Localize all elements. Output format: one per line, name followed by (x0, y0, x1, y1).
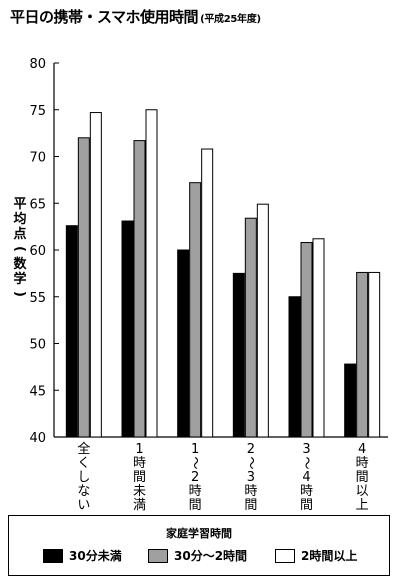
legend-title: 家庭学習時間 (166, 527, 232, 540)
chart-title: 平日の携帯・スマホ使用時間 (10, 8, 199, 26)
bar-under-30min (288, 296, 301, 438)
y-tick-label: 65 (29, 197, 46, 212)
x-tick-label-char: 1 (191, 442, 199, 457)
bar-over-2h (312, 238, 325, 438)
y-axis-label: 平均点 ( 数学) (12, 197, 27, 297)
legend-swatch-30min-to-2h (148, 548, 168, 563)
x-tick-label: 2〜3時間 (243, 442, 258, 512)
x-tick-label-char: 時 (356, 456, 369, 471)
bar-under-30min (121, 220, 134, 438)
x-tick-label-char: 3 (302, 442, 310, 457)
legend-label-over-2h: 2時間以上 (301, 549, 358, 563)
x-tick-label-char: 2 (247, 442, 255, 457)
x-tick-label-char: 〜 (243, 456, 258, 469)
bar-under-30min (232, 272, 245, 438)
y-tick-label: 70 (29, 151, 46, 166)
x-tick-label-char: 2 (191, 470, 199, 485)
legend-label-30min-to-2h: 30分〜2時間 (174, 549, 248, 563)
x-tick-label-char: 時 (133, 456, 146, 471)
bar-30min-to-2h (244, 217, 257, 438)
legend-item-30min-to-2h: 30分〜2時間 (148, 547, 247, 564)
y-tick-label: 45 (29, 384, 46, 399)
y-tick-label: 80 (29, 57, 46, 72)
x-tick-label-char: 間 (133, 470, 146, 485)
bar-over-2h (368, 271, 381, 438)
legend: 家庭学習時間 30分未満 30分〜2時間 2時間以上 (8, 515, 390, 576)
bar-30min-to-2h (133, 140, 146, 438)
y-axis-label-char: ( (12, 246, 27, 252)
x-tick-label-char: 時 (244, 484, 257, 499)
x-tick-label-char: 3 (247, 470, 255, 485)
x-tick-label-char: 間 (244, 498, 257, 512)
x-tick-label-char: 4 (302, 470, 310, 485)
x-tick-label-char: 上 (356, 498, 369, 512)
y-tick-label: 60 (29, 244, 46, 259)
y-axis-label-char: 平 (13, 197, 26, 212)
legend-item-over-2h: 2時間以上 (275, 547, 357, 564)
bar-over-2h (201, 148, 214, 438)
bar-30min-to-2h (356, 271, 369, 438)
chart-subtitle: (平成25年度) (200, 14, 261, 25)
legend-label-under-30min: 30分未満 (69, 549, 122, 563)
legend-swatch-over-2h (275, 548, 295, 563)
bar-over-2h (256, 203, 269, 438)
chart-title-block: 平日の携帯・スマホ使用時間 (平成25年度) (10, 6, 261, 27)
y-tick-label: 75 (29, 104, 46, 119)
bar-under-30min (344, 363, 357, 438)
x-tick-label-char: 時 (300, 484, 313, 499)
x-tick-label-char: 以 (356, 484, 369, 499)
x-tick-label-char: 〜 (299, 456, 314, 469)
x-tick-label-char: な (77, 484, 90, 499)
x-tick-label: 1〜2時間 (187, 442, 202, 512)
y-axis-label-char: 点 (13, 226, 26, 242)
x-tick-label-char: 間 (300, 498, 313, 512)
x-tick-label-char: 〜 (187, 456, 202, 469)
x-tick-label-char: 4 (358, 442, 366, 457)
bar-30min-to-2h (77, 137, 90, 438)
bar-30min-to-2h (189, 182, 202, 438)
x-tick-label-char: 満 (133, 498, 146, 512)
x-tick-label-char: し (77, 470, 90, 485)
y-tick-label: 40 (29, 431, 46, 446)
x-tick-label-char: 未 (133, 484, 146, 499)
x-tick-label-char: 間 (189, 498, 202, 512)
y-tick-label: 55 (29, 291, 46, 306)
x-tick-label: 3〜4時間 (299, 442, 314, 512)
legend-swatch-under-30min (43, 548, 63, 563)
x-tick-label-char: 時 (189, 484, 202, 499)
x-tick-label-char: 1 (135, 442, 143, 457)
legend-item-under-30min: 30分未満 (43, 547, 122, 564)
bar-over-2h (145, 109, 158, 438)
y-axis-label-char: ) (12, 291, 27, 297)
bar-30min-to-2h (300, 242, 313, 438)
y-tick-label: 50 (29, 338, 46, 353)
x-tick-label-char: く (77, 456, 90, 471)
y-axis-label-char: 数 (13, 256, 27, 272)
y-axis-label-char: 均 (13, 211, 26, 227)
y-axis-ticks: 40 45 50 55 60 65 70 75 80 (29, 57, 59, 446)
x-tick-label-char: 全 (77, 441, 90, 457)
x-tick-label-char: 間 (356, 470, 369, 485)
chart-bars (65, 109, 381, 438)
y-axis-label-char: 学 (13, 271, 26, 287)
x-tick-label-char: い (77, 498, 90, 512)
chart-axes (53, 63, 388, 438)
bar-over-2h (89, 112, 102, 438)
bar-under-30min (65, 225, 78, 438)
bar-under-30min (177, 249, 190, 438)
